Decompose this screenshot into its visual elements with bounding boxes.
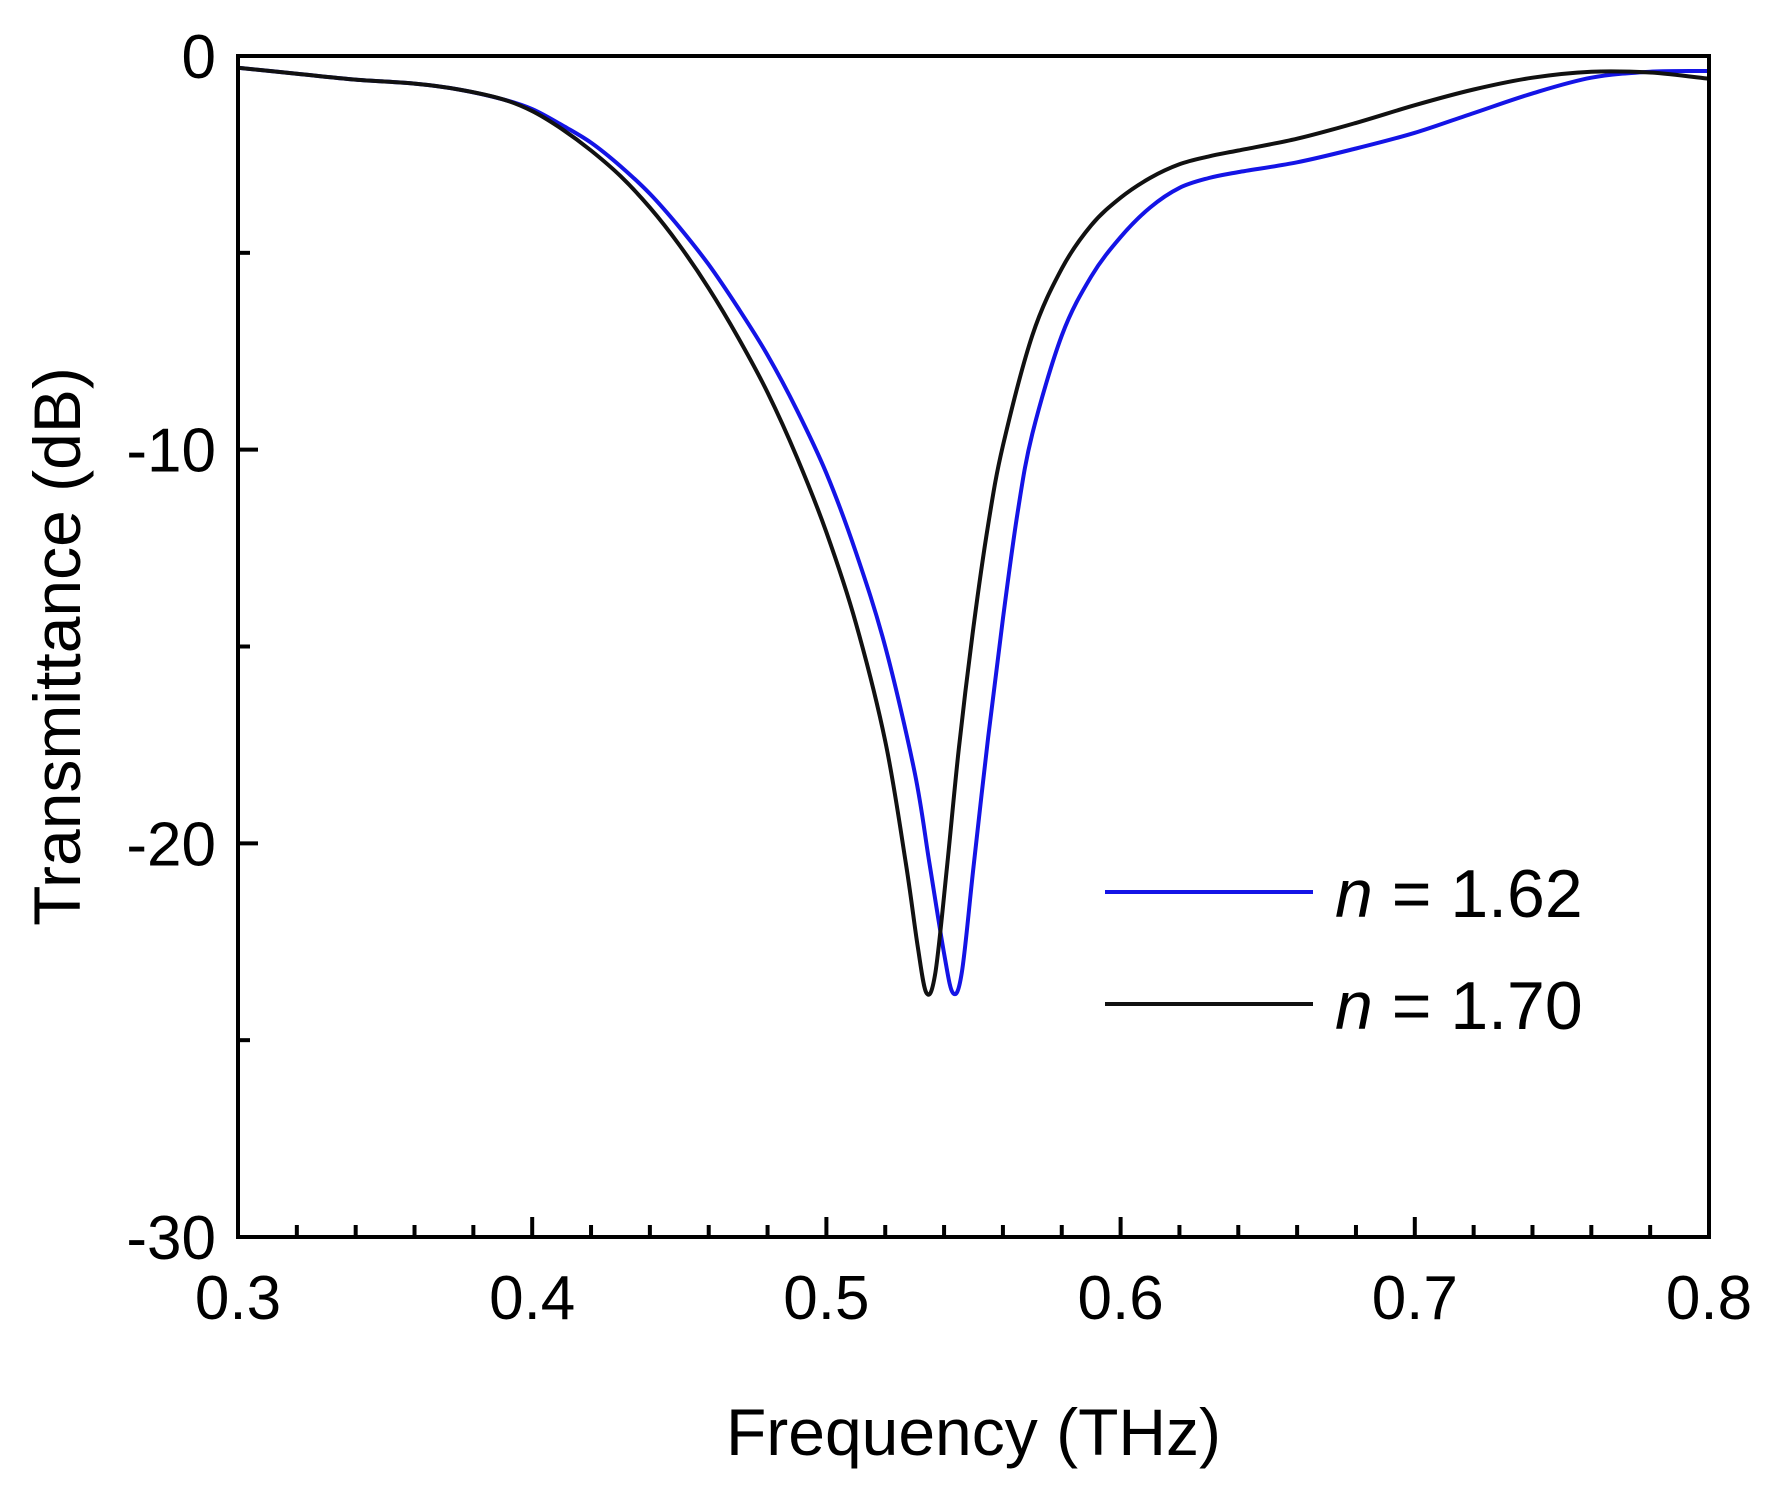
legend-var-1: n: [1335, 968, 1373, 1044]
legend: n = 1.62 n = 1.70: [1105, 856, 1583, 1044]
x-tick-label: 0.7: [1372, 1264, 1458, 1333]
legend-var-0: n: [1335, 856, 1373, 932]
y-tick-label: -20: [126, 810, 216, 879]
x-tick-label: 0.3: [195, 1264, 281, 1333]
x-tick-label: 0.5: [783, 1264, 869, 1333]
y-tick-label: 0: [182, 23, 216, 92]
legend-rest-0: = 1.62: [1373, 856, 1583, 932]
x-tick-label: 0.8: [1666, 1264, 1752, 1333]
tick-labels: 0.3 0.4 0.5 0.6 0.7 0.8 0 -10 -20 -30: [126, 23, 1752, 1333]
series-line-n-1-62: [237, 65, 1710, 997]
y-tick-label: -10: [126, 417, 216, 486]
x-tick-label: 0.6: [1077, 1264, 1163, 1333]
y-tick-label: -30: [126, 1204, 216, 1273]
series-line-n-1-70: [237, 65, 1710, 997]
x-tick-label: 0.4: [489, 1264, 575, 1333]
legend-rest-1: = 1.70: [1373, 968, 1583, 1044]
series-lines: [237, 65, 1710, 997]
plot-frame: [236, 54, 1711, 1239]
legend-label-n-1-70: n = 1.70: [1335, 968, 1583, 1044]
y-axis-title: Transmittance (dB): [20, 367, 94, 926]
legend-label-n-1-62: n = 1.62: [1335, 856, 1583, 932]
x-axis-title: Frequency (THz): [726, 1395, 1221, 1469]
axis-ticks: [236, 54, 1711, 1239]
